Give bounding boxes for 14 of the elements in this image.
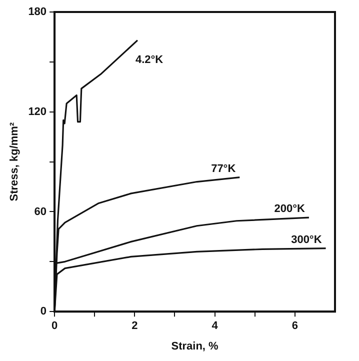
series-label: 4.2°K — [135, 54, 164, 66]
x-tick-label: 4 — [212, 320, 219, 332]
x-tick-label: 0 — [51, 320, 58, 332]
x-axis-title: Strain, % — [171, 340, 219, 352]
y-tick-label: 60 — [34, 206, 47, 218]
series-label: 300°K — [291, 234, 322, 246]
y-tick-label: 180 — [28, 6, 47, 18]
y-axis-title: Stress, kg/mm² — [8, 122, 21, 202]
y-tick-label: 120 — [28, 106, 47, 118]
y-tick-label: 0 — [40, 306, 47, 318]
x-tick-label: 6 — [292, 320, 298, 332]
series-label: 200°K — [274, 203, 306, 216]
series-label: 77°K — [211, 162, 236, 175]
x-tick-label: 2 — [132, 320, 138, 332]
